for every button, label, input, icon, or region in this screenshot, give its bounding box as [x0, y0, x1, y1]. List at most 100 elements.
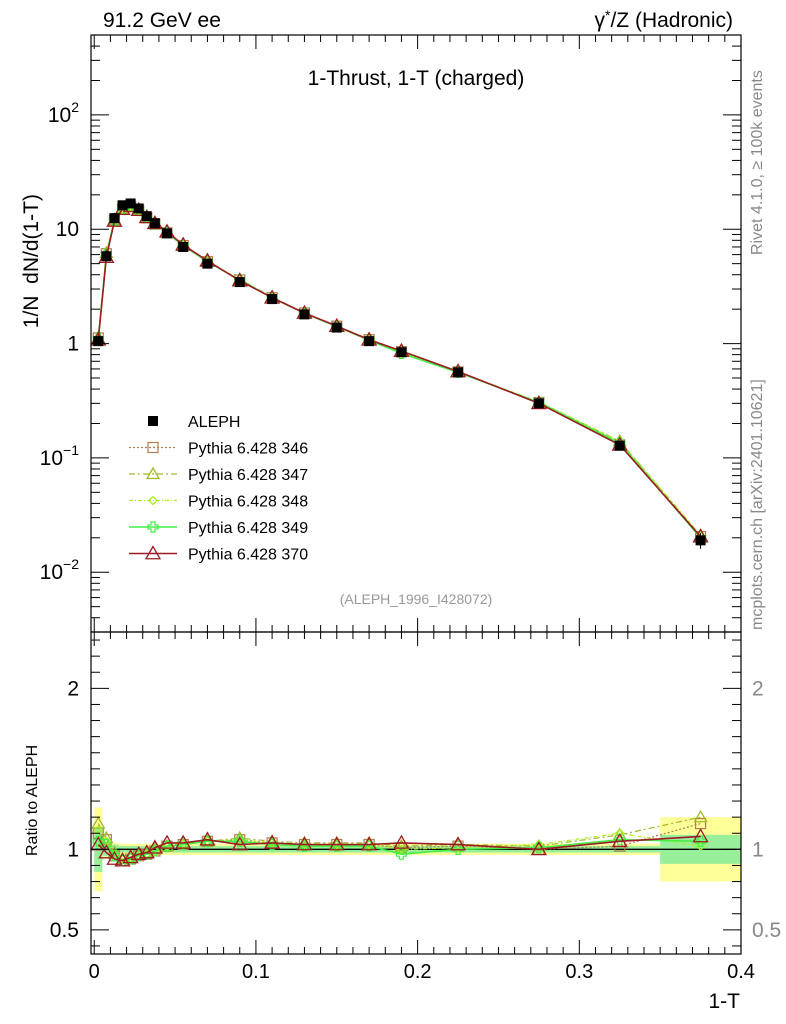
- ratio-point-p370: [158, 834, 176, 849]
- legend-label-data: ALEPH: [188, 414, 240, 431]
- main-point-data: [234, 277, 245, 288]
- ratio-panel: 0.5 0.5 1 1 2 2 0 0.1 0.2 0.3 0.4 Ratio to ALEPH 1…: [24, 631, 781, 1013]
- main-series-p348: [93, 201, 706, 541]
- main-frame: [90, 34, 742, 633]
- ratio-point-p370: [106, 850, 123, 865]
- analysis-id: (ALEPH_1996_I428072): [340, 591, 493, 607]
- legend-entry-p348: Pythia 6.428 348: [129, 494, 308, 511]
- ratio-y-tick-label: 0.5: [50, 919, 79, 942]
- ratio-point-p370: [231, 836, 248, 851]
- ratio-point-p349: [395, 848, 408, 860]
- ratio-y-tick-label: 2: [67, 677, 79, 700]
- ratio-y-tick-label-right: 1: [752, 838, 764, 861]
- main-line-p346: [97, 205, 702, 537]
- legend-entry-data: ALEPH: [148, 414, 240, 431]
- x-axis-label: 1-T: [709, 990, 741, 1013]
- main-series-p346: [92, 200, 707, 543]
- main-y-tick-label: 102: [48, 99, 79, 127]
- main-point-data: [396, 347, 407, 358]
- ratio-point-p370: [138, 844, 155, 859]
- main-series-p349: [92, 200, 707, 544]
- legend-marker-p346: [147, 441, 159, 454]
- main-y-tick-exp: 2: [71, 99, 79, 115]
- ratio-point-p370: [175, 834, 192, 849]
- main-y-tick-base: 10: [40, 447, 63, 470]
- main-line-p349: [97, 205, 702, 539]
- ratio-point-p370: [114, 852, 131, 867]
- legend-label-p347: Pythia 6.428 347: [188, 467, 308, 484]
- x-tick-label: 0: [89, 961, 100, 983]
- main-ylabel: 1/N dN/d(1-T): [20, 194, 43, 328]
- legend-entry-p346: Pythia 6.428 346: [129, 441, 308, 458]
- main-y-tick-base: 10: [40, 561, 63, 584]
- legend-marker-p347: [145, 466, 161, 480]
- main-point-data: [533, 398, 544, 409]
- x-tick-label: 0.4: [727, 961, 755, 983]
- header-left: 91.2 GeV ee: [103, 9, 221, 32]
- ratio-ylabel: Ratio to ALEPH: [24, 745, 41, 856]
- legend-entry-p370: Pythia 6.428 370: [129, 545, 308, 564]
- ratio-point-p370: [393, 834, 410, 849]
- main-y-tick-exp: −1: [63, 442, 79, 458]
- legend: ALEPH Pythia 6.428 346 Pythia 6.428 347 Pyt…: [129, 414, 308, 564]
- legend-marker-p348: [148, 495, 158, 506]
- main-point-data: [109, 213, 120, 224]
- main-point-data: [141, 211, 152, 222]
- main-point-data: [202, 258, 213, 269]
- main-line-p348: [97, 205, 702, 536]
- header-right-sup: *: [605, 7, 611, 23]
- ratio-point-p370: [98, 844, 115, 859]
- x-tick-label: 0.1: [242, 961, 270, 983]
- ratio-series-layer: [90, 809, 709, 867]
- ratio-point-p370: [296, 836, 313, 851]
- main-point-data: [364, 336, 375, 347]
- main-point-data: [453, 367, 464, 378]
- main-y-tick-label: 1: [67, 333, 79, 356]
- ratio-point-p370: [122, 849, 139, 864]
- legend-label-p346: Pythia 6.428 346: [188, 441, 308, 458]
- ratio-point-p347: [232, 830, 247, 844]
- main-series-data: [93, 198, 706, 549]
- ratio-point-p370: [360, 836, 378, 851]
- main-y-tick-label: 10: [56, 218, 79, 241]
- ratio-point-p370: [449, 836, 467, 851]
- ratio-point-p370: [146, 839, 163, 854]
- main-point-data: [614, 440, 625, 451]
- ratio-y-tick-label-right: 0.5: [752, 919, 781, 942]
- main-title: 1-Thrust, 1-T (charged): [308, 67, 525, 90]
- main-line-p370: [97, 205, 702, 538]
- ratio-point-p370: [692, 828, 709, 843]
- main-point-data: [117, 200, 128, 211]
- ratio-point-p370: [530, 841, 548, 856]
- header-right: γ*/Z (Hadronic): [595, 7, 733, 32]
- main-y-tick-exp: −2: [63, 556, 79, 572]
- main-point-data: [299, 309, 310, 320]
- ratio-y-tick-label: 1: [67, 838, 79, 861]
- ratio-point-p348: [614, 828, 625, 839]
- ratio-point-p348: [453, 842, 463, 853]
- side-label-bottom: mcplots.cern.ch [arXiv:2401.10621]: [749, 379, 766, 630]
- legend-label-p348: Pythia 6.428 348: [188, 494, 308, 511]
- legend-label-p349: Pythia 6.428 349: [188, 520, 308, 537]
- ratio-point-p370: [199, 831, 216, 846]
- main-point-data: [178, 241, 189, 252]
- ratio-point-p349: [234, 835, 246, 847]
- ratio-point-p347: [91, 816, 106, 829]
- main-line-p347: [97, 205, 702, 536]
- x-tick-label: 0.3: [565, 961, 593, 983]
- ratio-point-p370: [263, 834, 281, 849]
- side-label-top: Rivet 4.1.0, ≥ 100k events: [749, 70, 766, 255]
- ratio-point-p370: [611, 832, 628, 848]
- main-point-data: [331, 322, 342, 333]
- legend-entry-p347: Pythia 6.428 347: [129, 466, 308, 484]
- ratio-axes-layer: 0.5 0.5 1 1 2 2 0 0.1 0.2 0.3 0.4: [50, 632, 781, 983]
- ratio-point-p348: [695, 841, 706, 852]
- main-point-data: [133, 203, 144, 214]
- main-point-data: [93, 336, 104, 347]
- main-point-data: [695, 535, 706, 546]
- legend-entry-p349: Pythia 6.428 349: [129, 520, 308, 537]
- main-y-tick-base: 1: [67, 333, 79, 356]
- main-y-tick-base: 10: [56, 218, 79, 241]
